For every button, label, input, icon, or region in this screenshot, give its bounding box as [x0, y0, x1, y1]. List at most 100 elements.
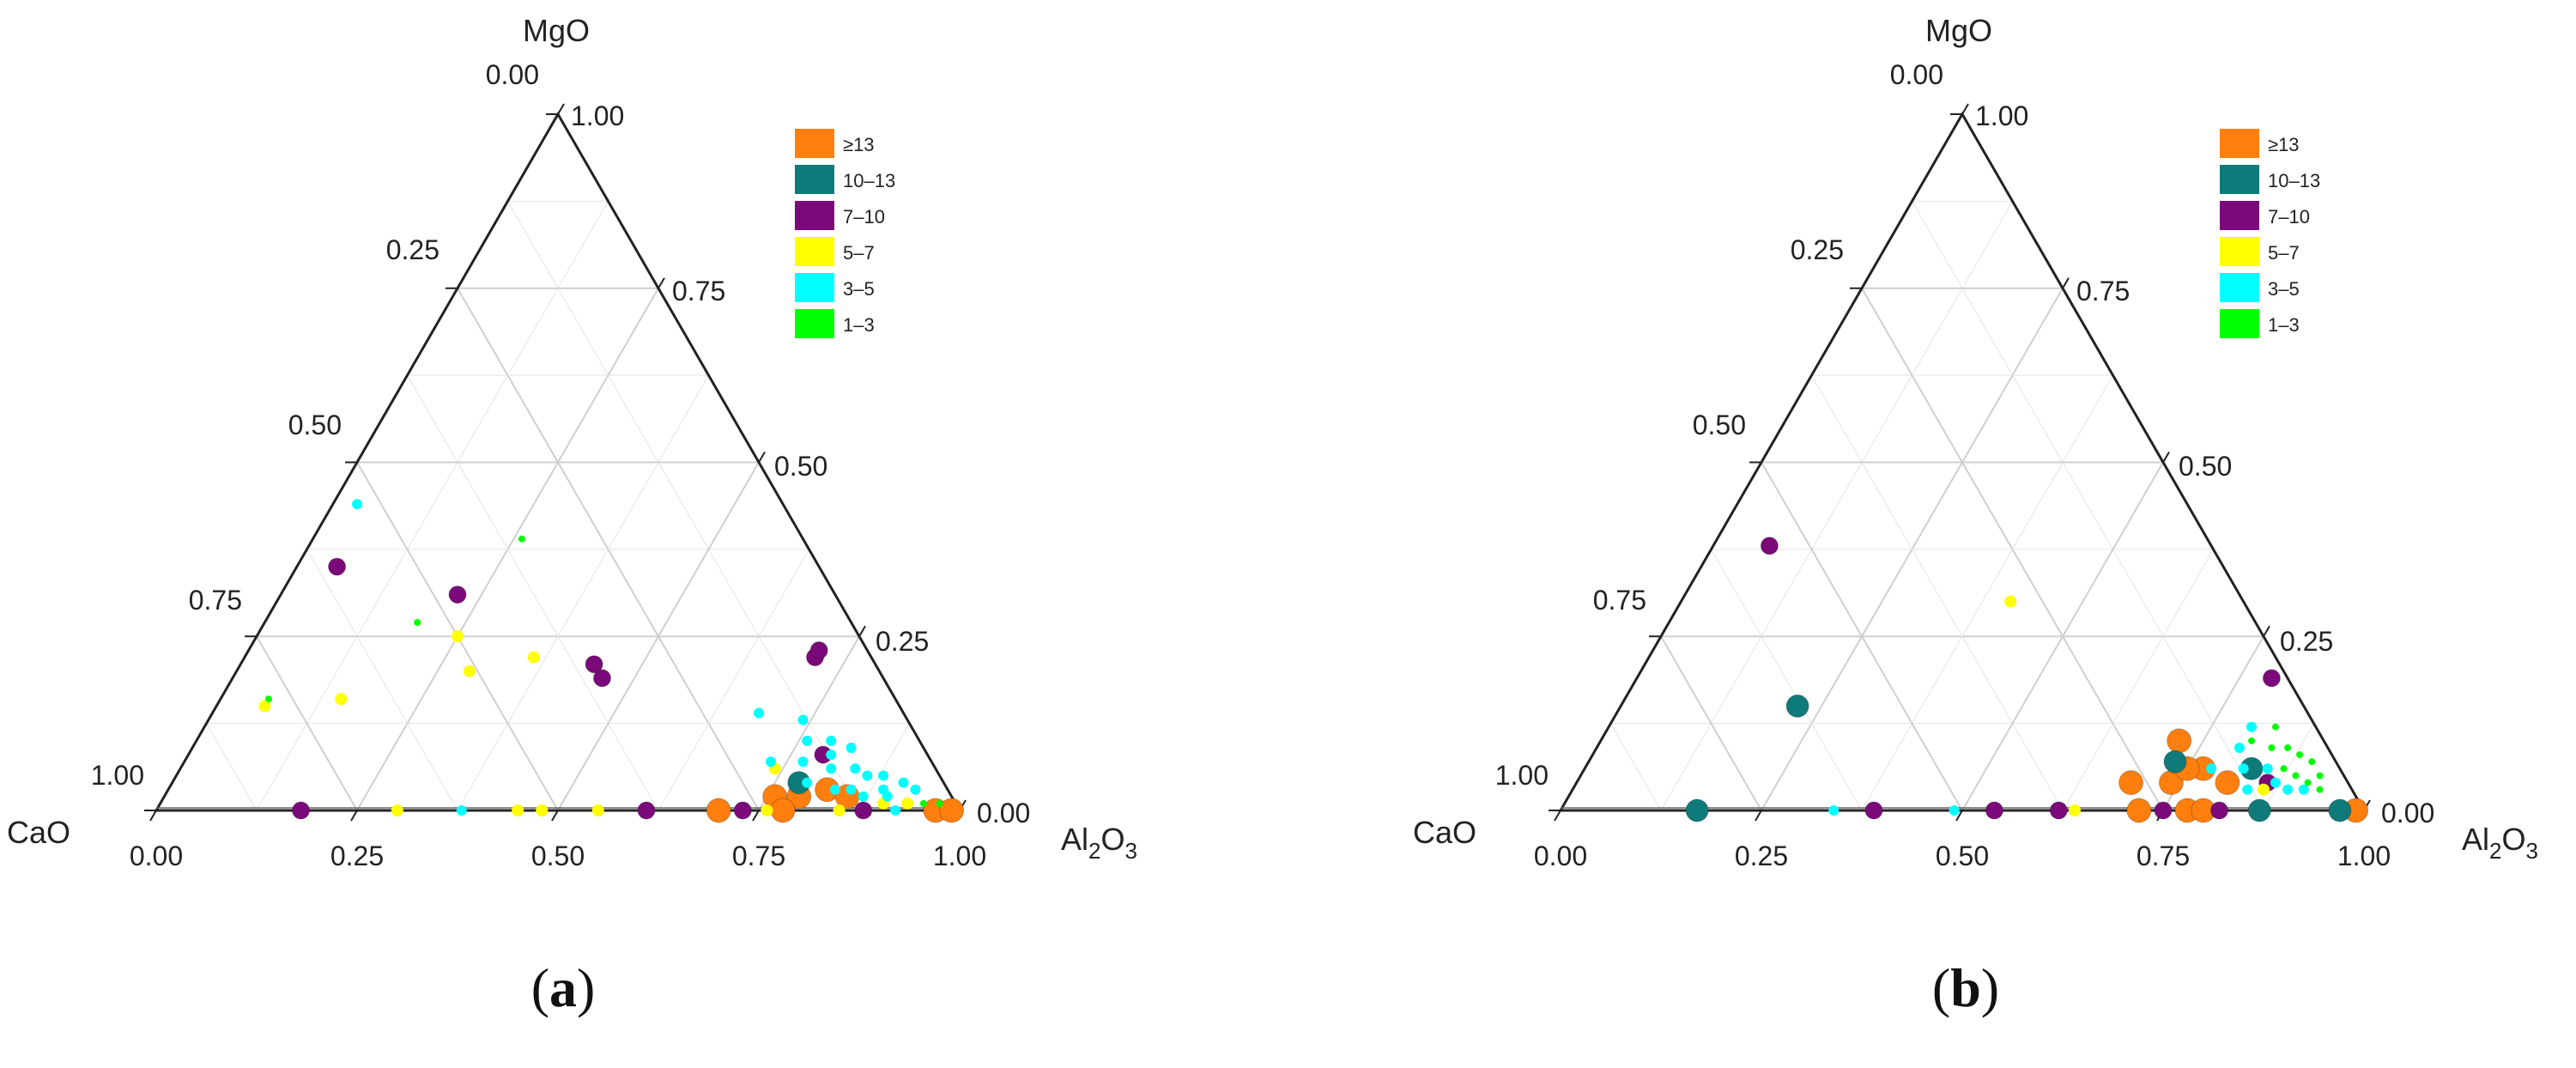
tick-mark: [1955, 810, 1963, 822]
tick-label-left-1: 0.25: [386, 234, 439, 265]
data-point: [1785, 694, 1809, 718]
legend-swatch-10-13: [2220, 165, 2259, 194]
data-point: [2292, 772, 2300, 780]
grid-line: [1711, 549, 1863, 811]
tick-label-bottom-0: 0.00: [1534, 840, 1587, 871]
axis-title-al2o3: Al2O3: [2462, 822, 2538, 864]
data-point: [1949, 805, 1960, 816]
data-point: [826, 735, 837, 746]
legend-label-3-5: 3–5: [2268, 278, 2300, 300]
legend-swatch-7-10: [2220, 201, 2259, 230]
data-point: [901, 797, 914, 810]
data-point: [335, 693, 348, 706]
data-point: [1985, 801, 2003, 820]
data-point: [2304, 779, 2312, 786]
legend-label-5-7: 5–7: [843, 242, 875, 264]
tick-mark: [658, 277, 665, 289]
legend-label-3-5: 3–5: [843, 278, 875, 300]
data-point: [797, 756, 809, 768]
tick-label-right-1: 0.25: [2280, 626, 2333, 657]
grid-line: [1861, 374, 2113, 811]
data-point: [890, 805, 901, 816]
data-point: [761, 804, 773, 816]
grid-line: [1660, 201, 2013, 811]
legend-label-10-13: 10–13: [843, 170, 895, 191]
tick-label-left-2: 0.50: [1693, 410, 1746, 440]
data-point: [265, 695, 272, 703]
legend-swatch-1-3: [795, 309, 834, 338]
panel-label-b: (b): [1932, 957, 1999, 1018]
grid-line: [407, 374, 659, 811]
grid-line: [758, 635, 860, 811]
data-point: [2167, 728, 2192, 754]
grid-line: [1660, 635, 1762, 811]
tick-label-left-1: 0.25: [1791, 234, 1844, 265]
data-point: [518, 535, 525, 543]
panel-label-a: (a): [531, 957, 596, 1018]
data-point: [1760, 537, 1779, 555]
data-point: [826, 749, 837, 761]
tick-mark: [551, 810, 559, 822]
tick-label-right-4: 1.00: [1975, 100, 2028, 131]
tick-label-right-0: 0.00: [2381, 798, 2434, 828]
grid-lines: [1610, 200, 2314, 811]
tick-label-bottom-0: 0.00: [130, 840, 183, 871]
axis-ticks: [144, 103, 967, 822]
data-point: [585, 655, 603, 674]
legend: ≥13 10–13 7–10 5–7 3–5 1–3: [795, 129, 895, 338]
data-point: [1685, 798, 1709, 822]
axis-title-mgo: MgO: [523, 13, 590, 48]
data-point: [414, 619, 421, 626]
tick-label-right-1: 0.25: [876, 626, 929, 657]
tick-label-left-4: 1.00: [1495, 760, 1549, 791]
grid-line: [2263, 723, 2314, 811]
tick-mark: [2062, 277, 2070, 289]
tick-label-right-2: 0.50: [2179, 451, 2232, 482]
grid-line: [256, 635, 358, 811]
tick-label-bottom-4: 1.00: [933, 840, 986, 871]
tick-mark: [758, 451, 766, 464]
data-point: [2163, 749, 2187, 774]
legend-label-1-3: 1–3: [843, 314, 875, 336]
tick-label-left-0: 0.00: [1890, 59, 1943, 90]
data-point: [2248, 737, 2255, 744]
tick-label-left-3: 0.75: [189, 585, 242, 616]
axis-title-mgo: MgO: [1925, 13, 1992, 48]
tick-label-left-4: 1.00: [91, 760, 144, 791]
data-point: [1828, 805, 1840, 816]
grid-line: [1961, 462, 2164, 811]
grid-line: [1912, 201, 2264, 811]
data-point: [2328, 798, 2352, 822]
data-point: [2126, 798, 2152, 823]
data-point: [862, 770, 873, 781]
axis-title-cao: CaO: [7, 815, 70, 850]
data-point: [637, 801, 656, 820]
tick-label-left-3: 0.75: [1593, 585, 1646, 616]
legend-swatch-3-5: [2220, 273, 2259, 302]
tick-mark: [2162, 451, 2170, 464]
legend-label-ge13: ≥13: [843, 134, 875, 155]
legend-swatch-ge13: [2220, 129, 2259, 158]
grid-line: [256, 201, 609, 811]
data-point: [2298, 784, 2309, 795]
data-point: [733, 801, 752, 820]
data-point: [809, 641, 828, 659]
data-point: [2262, 763, 2273, 774]
grid-line: [206, 723, 258, 811]
data-point: [706, 798, 731, 823]
data-point: [766, 756, 776, 768]
data-point: [2282, 784, 2294, 795]
grid-line: [658, 549, 809, 811]
tick-label-bottom-3: 0.75: [2137, 840, 2190, 871]
data-point: [898, 777, 909, 788]
ternary-panel-b: MgO CaO Al2O3 0.00 0.25 0.50 0.75 1.00 0…: [1413, 13, 2538, 1018]
data-point: [846, 784, 857, 795]
data-point: [2242, 784, 2253, 795]
data-point: [846, 743, 857, 753]
legend-label-10-13: 10–13: [2268, 170, 2320, 191]
tick-mark: [1961, 103, 1969, 115]
tick-label-right-2: 0.50: [774, 451, 827, 482]
grid-line: [2062, 549, 2214, 811]
data-point: [2270, 777, 2281, 788]
